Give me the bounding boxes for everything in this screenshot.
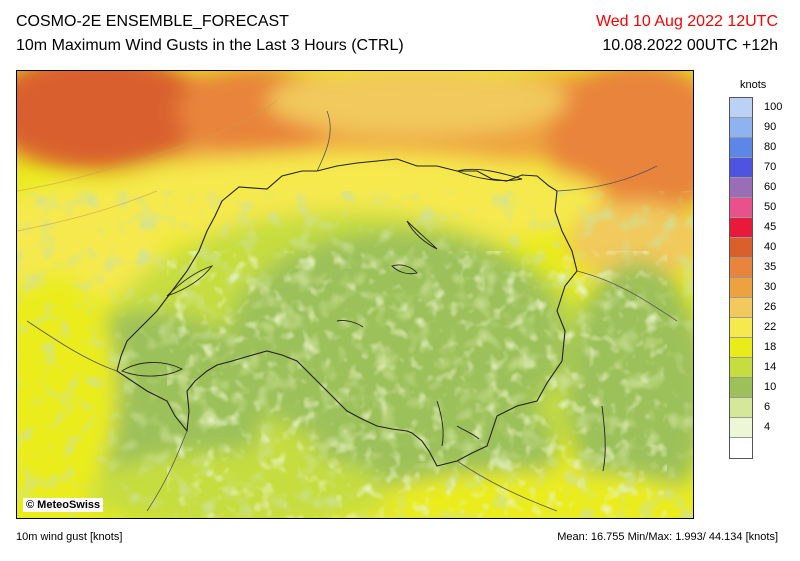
wind-gust-field: © MeteoSwiss <box>17 71 693 518</box>
legend-label: 26 <box>764 301 777 313</box>
run-time: 10.08.2022 00UTC +12h <box>602 37 778 54</box>
color-legend <box>729 97 753 459</box>
legend-label: 14 <box>764 361 777 373</box>
legend-label: 60 <box>764 181 777 193</box>
valid-time: Wed 10 Aug 2022 12UTC <box>595 13 778 30</box>
legend-swatch <box>730 278 752 298</box>
legend-unit: knots <box>740 79 767 91</box>
legend-label: 45 <box>764 221 777 233</box>
legend-swatch <box>730 438 752 458</box>
legend-swatch <box>730 338 752 358</box>
legend-swatch <box>730 378 752 398</box>
legend-swatch <box>730 358 752 378</box>
legend-label: 22 <box>764 321 777 333</box>
wind-gust-map: © MeteoSwiss <box>16 70 694 519</box>
lake-maggiore <box>436 400 444 447</box>
field-statistics: Mean: 16.755 Min/Max: 1.993/ 44.134 [kno… <box>557 531 778 543</box>
legend-swatch <box>730 118 752 138</box>
lake-garda <box>601 405 606 472</box>
legend-label: 80 <box>764 141 777 153</box>
lake-constance <box>455 168 523 181</box>
lake-lugano <box>456 425 480 440</box>
legend-swatch <box>730 98 752 118</box>
country-border <box>116 158 578 467</box>
lake-geneva <box>121 361 183 377</box>
legend-swatch <box>730 158 752 178</box>
lake-neuchatel <box>166 265 214 297</box>
legend-label: 100 <box>764 101 783 113</box>
legend-label: 4 <box>764 421 771 433</box>
legend-label: 10 <box>764 381 777 393</box>
legend-swatch <box>730 238 752 258</box>
field-description: 10m wind gust [knots] <box>16 531 123 543</box>
legend-label: 6 <box>764 401 771 413</box>
lake-thun <box>336 320 364 328</box>
map-subtitle: 10m Maximum Wind Gusts in the Last 3 Hou… <box>16 37 404 54</box>
lake-zurich <box>406 220 438 250</box>
lake-lucerne <box>391 264 418 275</box>
legend-swatch <box>730 298 752 318</box>
legend-label: 70 <box>764 161 777 173</box>
legend-label: 50 <box>764 201 777 213</box>
legend-swatch <box>730 178 752 198</box>
map-title: COSMO-2E ENSEMBLE_FORECAST <box>16 13 289 30</box>
legend-swatch <box>730 418 752 438</box>
legend-label: 40 <box>764 241 777 253</box>
legend-swatch <box>730 318 752 338</box>
copyright-label: © MeteoSwiss <box>23 498 104 512</box>
legend-swatch <box>730 138 752 158</box>
legend-swatch <box>730 198 752 218</box>
legend-label: 35 <box>764 261 777 273</box>
legend-label: 18 <box>764 341 777 353</box>
legend-label: 90 <box>764 121 777 133</box>
legend-swatch <box>730 258 752 278</box>
legend-label: 30 <box>764 281 777 293</box>
legend-swatch <box>730 218 752 238</box>
legend-swatch <box>730 398 752 418</box>
